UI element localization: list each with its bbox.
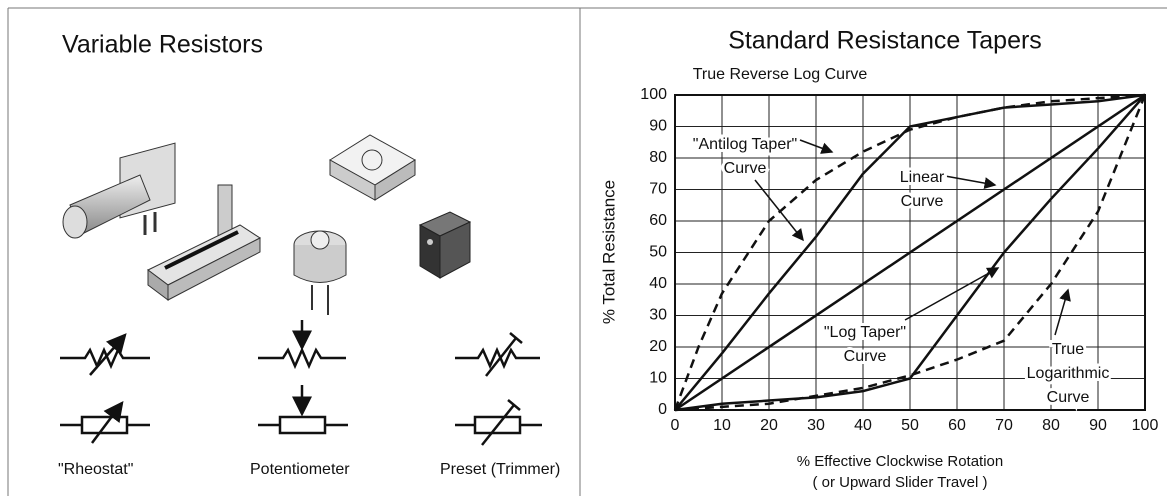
component-illustrations [62, 134, 472, 315]
y-tick-label: 20 [649, 338, 667, 355]
schematic-symbols [60, 320, 542, 446]
y-tick-label: 60 [649, 212, 667, 229]
annotation-arrow [944, 175, 997, 190]
y-tick-label: 50 [649, 244, 667, 261]
x-axis-label: ( or Upward Slider Travel ) [812, 474, 987, 491]
annotation: True [1052, 341, 1084, 358]
annotation: Curve [844, 348, 887, 365]
curve [673, 93, 1146, 411]
symbol-label: "Rheostat" [58, 461, 133, 478]
y-tick-label: 90 [649, 118, 667, 135]
y-axis-label: % Total Resistance [599, 180, 618, 324]
y-tick-label: 40 [649, 275, 667, 292]
panel-title: Variable Resistors [62, 31, 263, 59]
curve [674, 93, 1146, 412]
x-axis-label: % Effective Clockwise Rotation [797, 453, 1003, 470]
plot-border [674, 94, 1146, 411]
annotation-arrow [754, 179, 804, 242]
curve [674, 94, 1147, 412]
chart-title: Standard Resistance Tapers [728, 27, 1042, 55]
y-tick-label: 30 [649, 307, 667, 324]
y-tick-label: 80 [649, 149, 667, 166]
x-tick-label: 90 [1089, 417, 1107, 434]
annotation: Linear [900, 169, 945, 186]
x-tick-label: 60 [948, 417, 966, 434]
annotation: Curve [724, 160, 767, 177]
symbol-label: Potentiometer [250, 461, 350, 478]
plot-area: 0 10 20 30 40 50 60 70 80 90 100 0 10 20 30 40 50 60 70 80 9… [640, 63, 1159, 434]
y-tick-label: 0 [658, 401, 667, 418]
x-tick-label: 50 [901, 417, 919, 434]
symbol-label: Preset (Trimmer) [440, 461, 560, 478]
annotation-arrow [799, 139, 834, 154]
x-tick-label: 70 [995, 417, 1013, 434]
x-tick-label: 30 [807, 417, 825, 434]
annotation: Curve [901, 193, 944, 210]
annotation: Curve [1047, 389, 1090, 406]
curve [674, 93, 1146, 411]
annotation: True Reverse Log Curve [693, 66, 868, 83]
y-tick-label: 10 [649, 370, 667, 387]
annotation-arrow [1054, 288, 1071, 336]
x-tick-label: 10 [713, 417, 731, 434]
annotation: "Antilog Taper" [693, 136, 797, 153]
annotation: Logarithmic [1027, 365, 1110, 382]
curve [674, 94, 1146, 412]
y-tick-label: 100 [640, 86, 667, 103]
x-tick-label: 20 [760, 417, 778, 434]
x-tick-label: 0 [671, 417, 680, 434]
x-tick-label: 80 [1042, 417, 1060, 434]
annotation: "Log Taper" [824, 324, 906, 341]
x-tick-label: 40 [854, 417, 872, 434]
x-tick-label: 100 [1132, 417, 1159, 434]
annotation-arrow [904, 267, 1000, 321]
y-tick-label: 70 [649, 181, 667, 198]
